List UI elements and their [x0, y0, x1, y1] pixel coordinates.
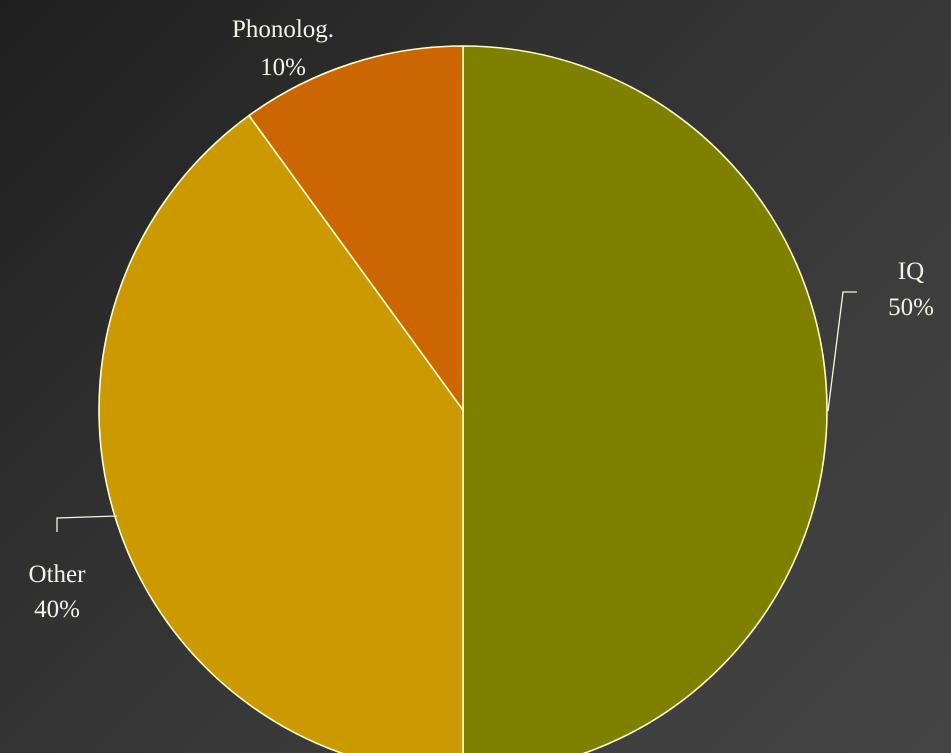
slice-label-iq-name: IQ — [898, 258, 924, 285]
leader-line-other — [56, 515, 118, 532]
pie-slice-iq — [462, 45, 828, 753]
pie-slice-other — [98, 114, 464, 753]
leader-line-iq — [827, 291, 857, 412]
slice-label-phonolog-name: Phonolog. — [232, 16, 334, 43]
pie-slices — [98, 45, 828, 753]
slice-label-phonolog-value: 10% — [260, 54, 306, 81]
leader-lines — [56, 291, 857, 532]
slice-label-other-value: 40% — [34, 596, 80, 623]
slice-label-iq-value: 50% — [888, 294, 934, 321]
slice-label-other-name: Other — [29, 561, 87, 588]
slice-labels: IQ 50% Other 40% Phonolog. 10% — [29, 16, 934, 623]
pie-slice-phonolog — [248, 45, 464, 411]
